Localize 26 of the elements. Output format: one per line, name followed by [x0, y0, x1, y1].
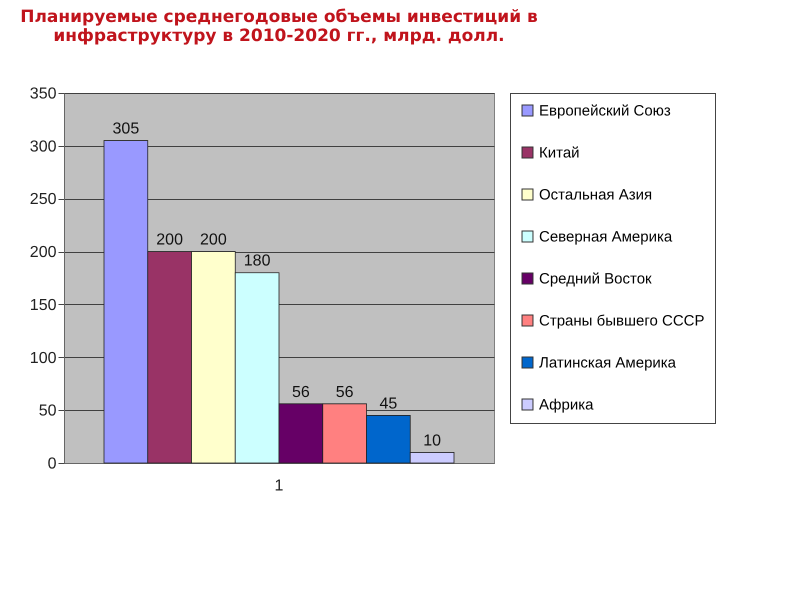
- y-tick-label: 350: [30, 86, 57, 102]
- y-tick-label: 300: [30, 138, 57, 156]
- y-tick-label: 0: [48, 456, 57, 472]
- y-tick-label: 200: [30, 244, 57, 262]
- legend-label: Остальная Азия: [539, 186, 652, 204]
- y-tick-label: 150: [30, 296, 57, 314]
- legend-label: Северная Америка: [539, 228, 673, 246]
- data-label: 180: [244, 252, 271, 270]
- data-label: 200: [200, 232, 227, 249]
- data-label: 200: [156, 232, 184, 249]
- y-tick-label: 250: [30, 191, 57, 208]
- legend-label: Африка: [539, 396, 594, 414]
- data-label: 305: [112, 120, 140, 138]
- chart-title: Планируемые среднегодовые объемы инвестиций в инфраструктуру в 2010-2020 гг., млрд. долл.: [20, 7, 538, 46]
- data-label: 56: [336, 384, 354, 401]
- data-label: 10: [423, 432, 442, 450]
- y-tick-label: 100: [30, 350, 57, 367]
- legend-label: Страны бывшего СССР: [539, 312, 704, 330]
- data-label: 45: [379, 395, 398, 412]
- legend-label: Европейский Союз: [539, 102, 671, 120]
- x-tick-label: 1: [274, 478, 284, 494]
- legend-label: Латинская Америка: [539, 354, 677, 372]
- legend-label: Китай: [539, 144, 580, 162]
- legend-label: Средний Восток: [539, 270, 652, 288]
- y-tick-label: 50: [38, 402, 57, 420]
- data-label: 56: [292, 384, 310, 401]
